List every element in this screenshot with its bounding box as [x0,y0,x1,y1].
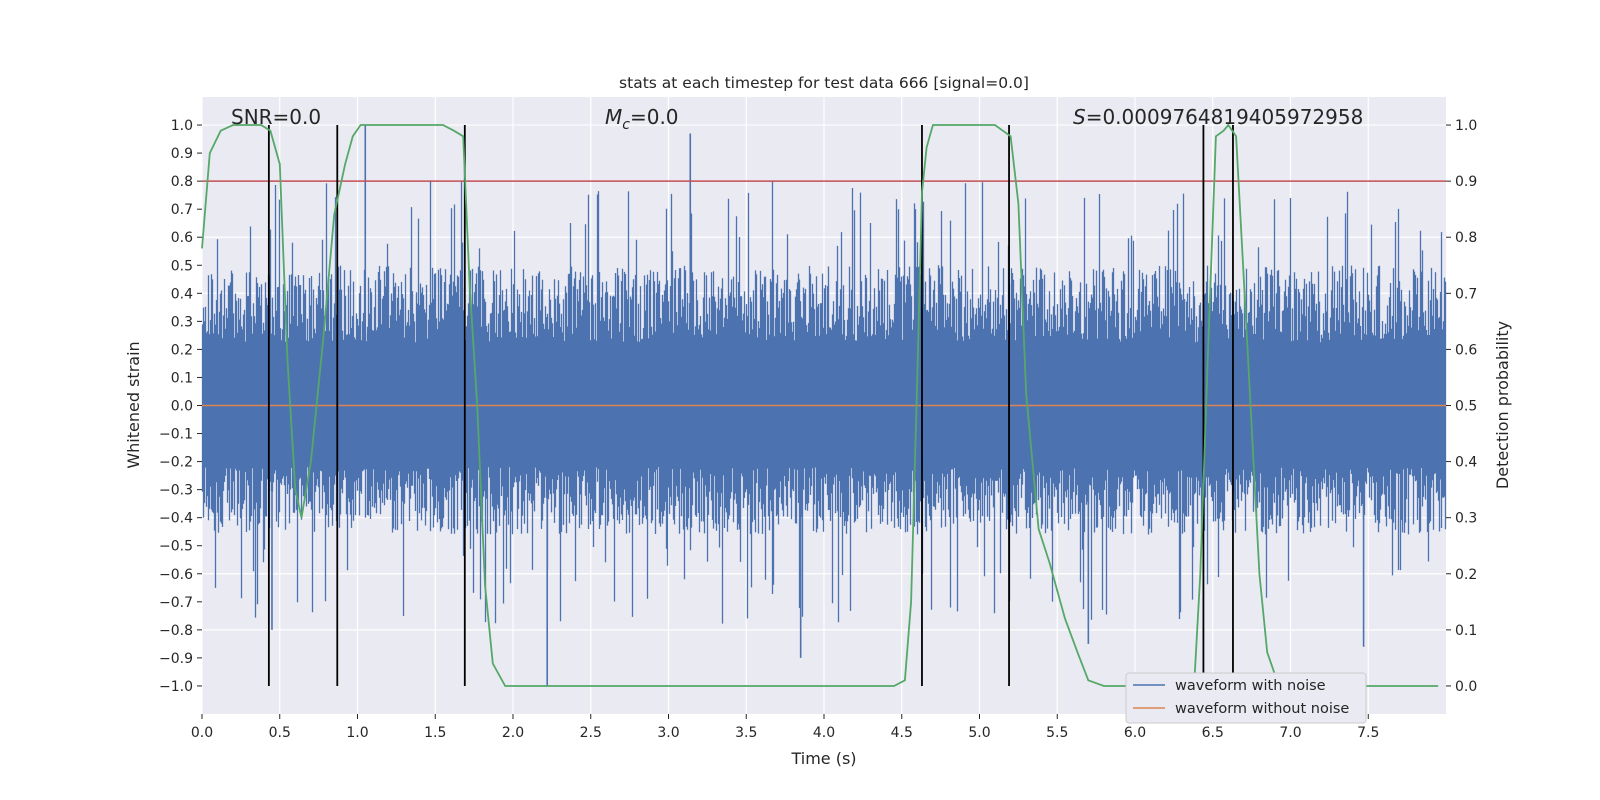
y-left-tick-label: −0.5 [159,539,193,555]
y-right-tick-label: 0.8 [1455,230,1477,246]
y-right-tick-label: 0.2 [1455,567,1477,583]
x-tick-label: 7.0 [1279,725,1301,741]
vertical-markers [267,125,1234,686]
x-tick-label: 3.0 [657,725,679,741]
x-tick-label: 7.5 [1357,725,1379,741]
y-left-axis-label: Whitened strain [124,341,143,468]
x-tick-label: 0.5 [269,725,291,741]
score-annotation: S=0.0009764819405972958 [1073,105,1363,129]
x-tick-label: 6.0 [1124,725,1146,741]
x-tick-label: 4.0 [813,725,835,741]
series-detection-probability [201,123,1439,687]
x-tick-label: 1.0 [346,725,368,741]
x-tick-label: 3.5 [735,725,757,741]
y-right-tick-label: 0.1 [1455,623,1477,639]
x-tick-label: 0.0 [191,725,213,741]
y-right-tick-label: 0.0 [1455,679,1477,695]
y-left-tick-label: −0.1 [159,427,193,443]
y-left-tick-label: 0.4 [171,286,193,302]
noise-trace [201,181,1447,624]
y-left-tick-label: −0.9 [159,651,193,667]
x-axis-ticks: 0.0 0.5 1.0 1.5 2.0 2.5 3.0 3.5 4.0 4.5 5.0 5.5 6.0 6… [191,714,1379,741]
legend-box [1125,672,1367,724]
x-tick-label: 6.5 [1202,725,1224,741]
y-left-tick-label: −0.8 [159,623,193,639]
y-left-tick-label: −0.6 [159,567,193,583]
y-left-tick-label: −0.2 [159,455,193,471]
series-waveform-with-noise [201,125,1447,686]
x-tick-label: 2.5 [580,725,602,741]
y-left-tick-label: 0.2 [171,342,193,358]
chirp-mass-subscript: c [622,117,630,133]
y-left-tick-label: −0.7 [159,595,193,611]
y-left-tick-label: 0.7 [171,202,193,218]
y-left-tick-label: 0.5 [171,258,193,274]
y-right-tick-label: 0.3 [1455,511,1477,527]
y-left-tick-label: 1.0 [171,118,193,134]
y-left-tick-label: 0.0 [171,399,193,415]
y-right-tick-label: 0.7 [1455,286,1477,302]
score-value: =0.0009764819405972958 [1086,105,1364,129]
y-right-tick-label: 0.4 [1455,455,1477,471]
y-right-axis-ticks: 1.0 0.9 0.8 0.7 0.6 0.5 0.4 0.3 0.2 0.1 0.0 [1446,118,1477,695]
probability-trace [201,123,1439,687]
y-right-tick-label: 0.9 [1455,174,1477,190]
y-left-tick-label: 0.9 [171,146,193,162]
score-symbol: S [1073,105,1086,129]
y-left-tick-label: 0.3 [171,314,193,330]
chirp-mass-annotation: Mc=0.0 [605,105,679,133]
y-left-tick-label: 0.6 [171,230,193,246]
x-axis-label: Time (s) [790,749,856,768]
y-left-tick-label: 0.8 [171,174,193,190]
chirp-mass-symbol: M [605,105,622,129]
x-tick-label: 5.5 [1046,725,1068,741]
chirp-mass-value: =0.0 [630,105,679,129]
chart-title: stats at each timestep for test data 666… [619,74,1029,92]
y-left-tick-label: −0.4 [159,511,193,527]
legend: waveform with noise waveform without noi… [1125,672,1367,724]
y-left-tick-label: −0.3 [159,483,193,499]
y-left-tick-label: 0.1 [171,370,193,386]
legend-label-noise: waveform with noise [1175,678,1326,694]
x-tick-label: 5.0 [968,725,990,741]
snr-annotation: SNR=0.0 [231,105,321,129]
x-tick-label: 2.0 [502,725,524,741]
y-right-tick-label: 1.0 [1455,118,1477,134]
y-right-tick-label: 0.5 [1455,399,1477,415]
y-left-tick-label: −1.0 [159,679,193,695]
y-right-axis-label: Detection probability [1493,321,1512,489]
y-left-axis-ticks: 1.0 0.9 0.8 0.7 0.6 0.5 0.4 0.3 0.2 0.1 0.0 −0.1 −0.… [159,118,202,695]
x-tick-label: 1.5 [424,725,446,741]
y-right-tick-label: 0.6 [1455,342,1477,358]
x-tick-label: 4.5 [891,725,913,741]
legend-label-clean: waveform without noise [1175,701,1349,717]
